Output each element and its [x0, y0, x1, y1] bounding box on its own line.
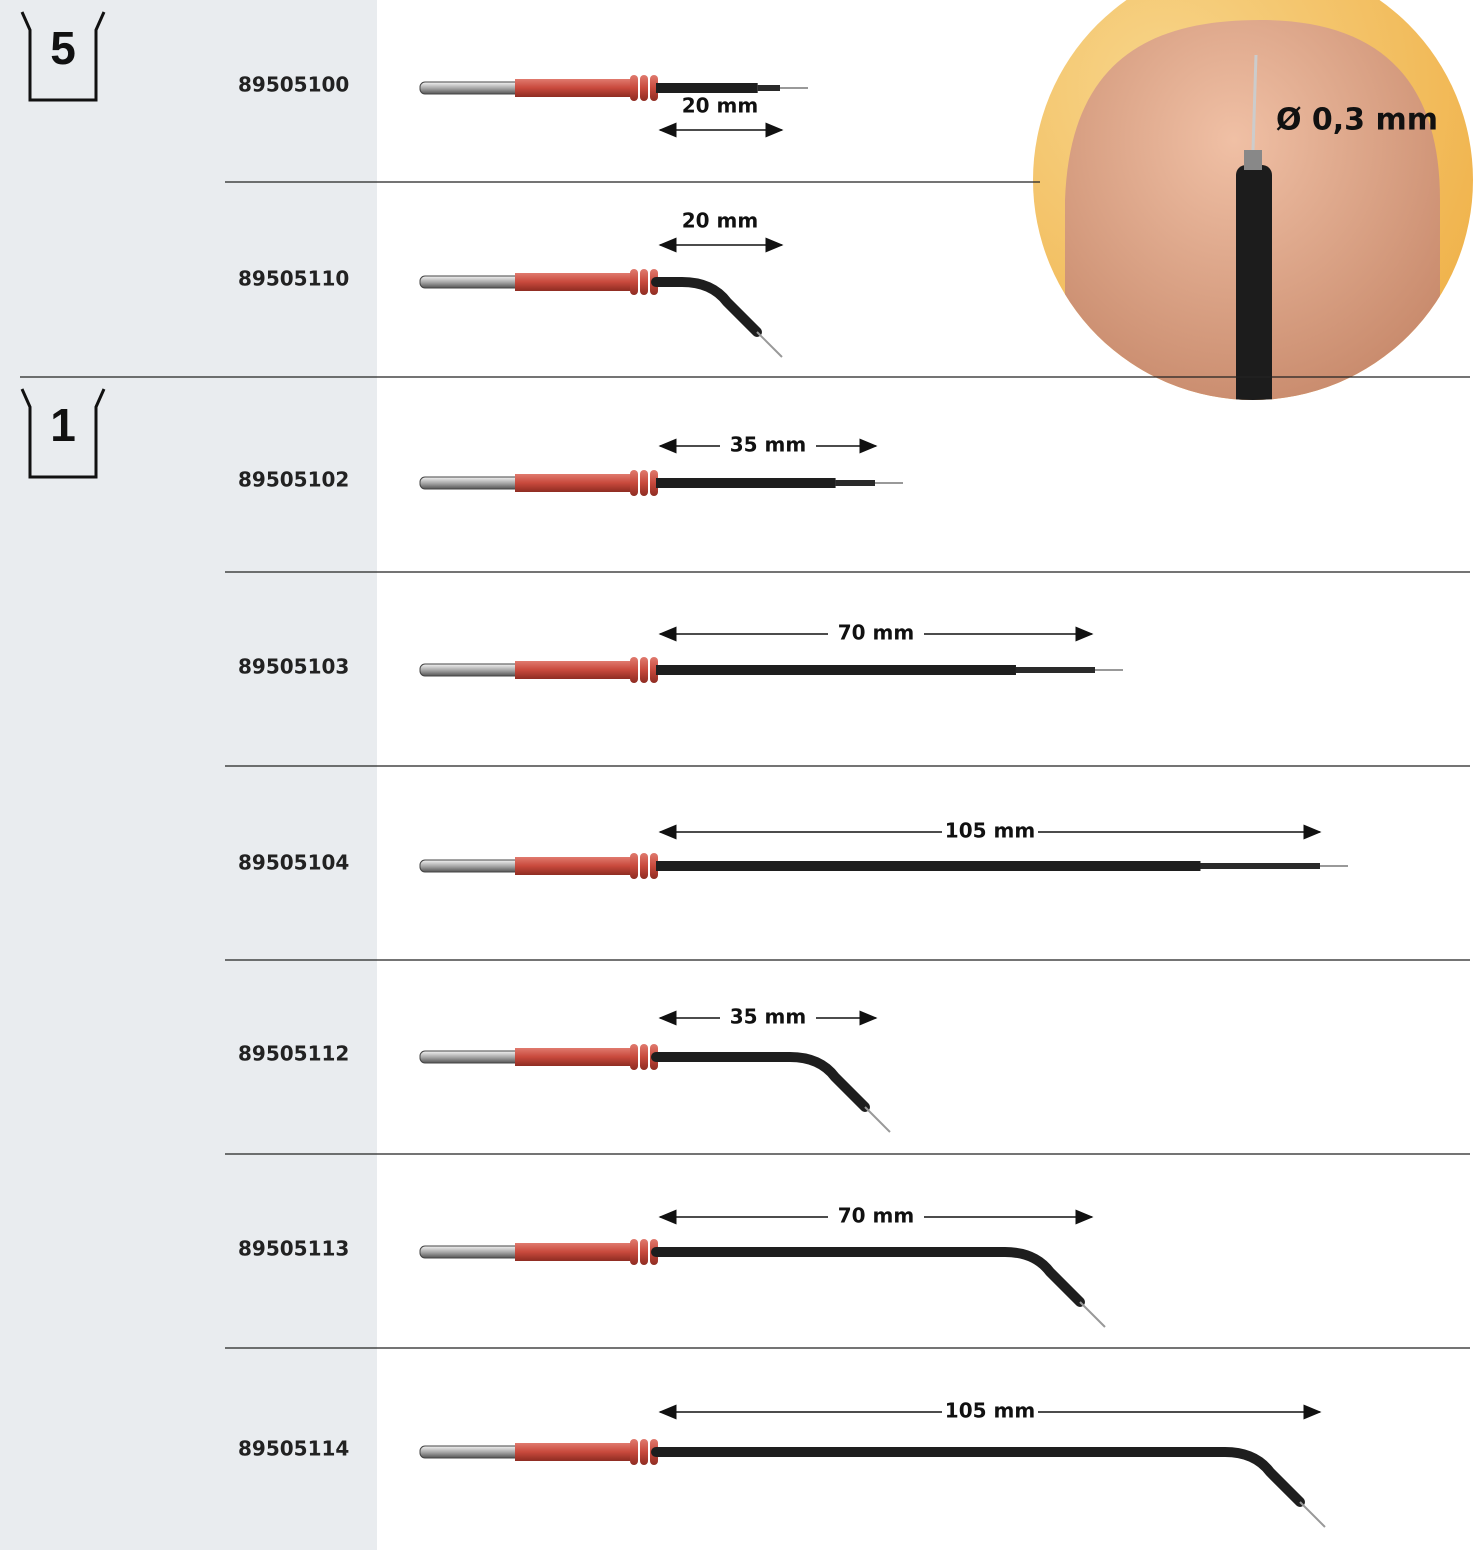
- pin: [419, 81, 521, 95]
- handle: [515, 1048, 633, 1066]
- electrode: [419, 269, 783, 358]
- article-number: 89505112: [238, 1042, 349, 1066]
- pin: [419, 1445, 521, 1459]
- length-label: 70 mm: [838, 621, 914, 645]
- ring: [630, 657, 638, 683]
- label-gap: [828, 1204, 924, 1230]
- electrode: [419, 657, 1123, 683]
- ring: [650, 657, 658, 683]
- ring: [640, 269, 648, 295]
- needle: [1079, 1301, 1106, 1328]
- ring: [630, 1239, 638, 1265]
- electrode: [419, 470, 903, 496]
- needle: [864, 1106, 891, 1133]
- electrode: [419, 75, 808, 101]
- ring: [650, 75, 658, 101]
- ring: [640, 1239, 648, 1265]
- electrode: [419, 1439, 1326, 1528]
- electrode: [419, 1239, 1106, 1328]
- ring: [630, 269, 638, 295]
- pack-icon: [20, 388, 106, 479]
- ring: [640, 1044, 648, 1070]
- length-label: 20 mm: [682, 209, 758, 233]
- electrode: [419, 1044, 891, 1133]
- ring: [640, 470, 648, 496]
- handle: [515, 474, 633, 492]
- ring: [640, 1439, 648, 1465]
- length-label: 35 mm: [730, 433, 806, 457]
- label-gap: [720, 433, 816, 459]
- ring: [630, 1044, 638, 1070]
- ring: [650, 470, 658, 496]
- inset-label: Ø 0,3 mm: [1276, 103, 1438, 138]
- article-number: 89505110: [238, 267, 349, 291]
- handle: [515, 273, 633, 291]
- length-label: 105 mm: [945, 1399, 1035, 1423]
- pack-size: 1: [50, 399, 76, 451]
- ring: [630, 853, 638, 879]
- shaft: [651, 277, 762, 337]
- ring: [640, 853, 648, 879]
- needle: [756, 331, 783, 358]
- needle: [1299, 1501, 1326, 1528]
- label-gap: [828, 621, 924, 647]
- label-gap: [942, 1399, 1038, 1425]
- pack-size: 5: [50, 22, 76, 74]
- article-number: 89505114: [238, 1437, 349, 1461]
- article-number: 89505103: [238, 655, 349, 679]
- label-gap: [720, 1005, 816, 1031]
- article-number: 89505100: [238, 73, 349, 97]
- article-number: 89505104: [238, 851, 349, 875]
- inset-photo: [1033, 0, 1473, 400]
- pin: [419, 1050, 521, 1064]
- pin: [419, 275, 521, 289]
- length-label: 70 mm: [838, 1204, 914, 1228]
- label-gap: [942, 819, 1038, 845]
- pin: [419, 1245, 521, 1259]
- pin: [419, 476, 521, 490]
- article-number: 89505113: [238, 1237, 349, 1261]
- ring: [640, 657, 648, 683]
- pack-icon: [20, 11, 106, 102]
- length-label: 105 mm: [945, 819, 1035, 843]
- length-label: 35 mm: [730, 1005, 806, 1029]
- ring: [630, 75, 638, 101]
- pin: [419, 859, 521, 873]
- ring: [650, 853, 658, 879]
- handle: [515, 661, 633, 679]
- ring: [640, 75, 648, 101]
- electrode: [419, 853, 1348, 879]
- article-number: 89505102: [238, 468, 349, 492]
- ring: [630, 1439, 638, 1465]
- handle: [515, 79, 633, 97]
- handle: [515, 857, 633, 875]
- handle: [515, 1243, 633, 1261]
- side-column: [0, 0, 377, 1550]
- pin: [419, 663, 521, 677]
- handle: [515, 1443, 633, 1461]
- shaft: [651, 1447, 1305, 1507]
- shaft: [651, 1052, 870, 1112]
- shaft: [651, 1247, 1085, 1307]
- length-label: 20 mm: [682, 94, 758, 118]
- ring: [630, 470, 638, 496]
